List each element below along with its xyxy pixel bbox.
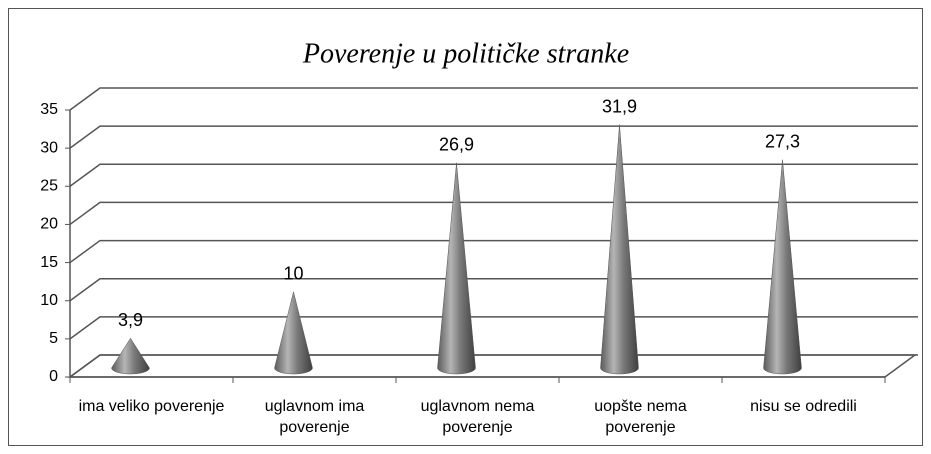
chart-title: Poverenje u političke stranke [302, 38, 629, 69]
y-tick-label: 35 [40, 101, 58, 118]
cone [600, 124, 639, 375]
grid-line [69, 239, 918, 264]
grid-line [69, 316, 918, 340]
grid-line [69, 277, 918, 302]
y-tick-label: 10 [40, 292, 58, 309]
x-tick-label: uglavnom ima poverenje [264, 398, 365, 436]
x-tick-label: uopšte nema poverenje [594, 398, 687, 436]
data-label: 31,9 [602, 96, 637, 116]
y-tick-label: 5 [49, 330, 58, 347]
cone [437, 162, 476, 375]
y-tick-label: 0 [49, 368, 58, 385]
grid-line [69, 354, 918, 378]
data-label: 3,9 [118, 310, 143, 330]
y-tick-label: 25 [40, 178, 58, 195]
cone [763, 159, 802, 375]
x-tick-label: uglavnom nema poverenje [420, 398, 535, 436]
x-tick-label: ima veliko poverenje [78, 398, 225, 415]
data-label: 10 [283, 263, 303, 283]
grid-line [69, 87, 918, 111]
y-tick-label: 30 [40, 139, 58, 156]
y-tick-label: 20 [40, 216, 58, 233]
y-tick-label: 15 [40, 254, 58, 271]
x-tick-label: nisu se odredili [750, 398, 857, 415]
grid-line [69, 125, 918, 149]
data-label: 27,3 [765, 131, 800, 151]
cone [274, 291, 313, 375]
grid-line [69, 201, 918, 226]
grid-line [69, 163, 918, 187]
cone [111, 337, 150, 375]
data-label: 26,9 [439, 135, 474, 155]
